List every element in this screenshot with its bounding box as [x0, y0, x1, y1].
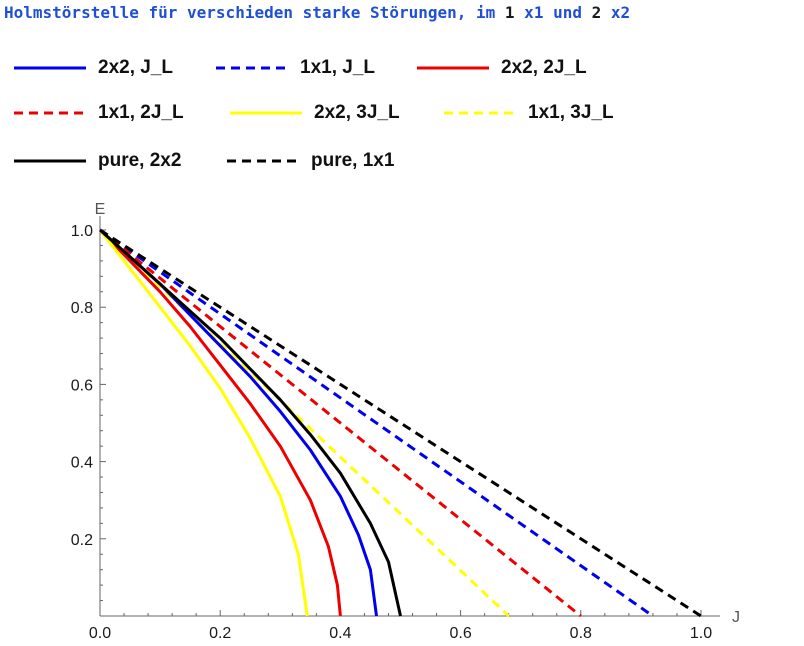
x-tick-label: 0.8 [570, 625, 592, 642]
series-line-2x2-2j-l [98, 228, 342, 617]
legend-item: pure, 2x2 [12, 149, 222, 173]
legend-label: pure, 1x1 [311, 150, 395, 171]
title-im: im [466, 3, 505, 22]
legend-swatch [14, 66, 86, 70]
x-tick-label: 0.6 [449, 625, 471, 642]
series-line-1x1-3j-l [98, 228, 510, 618]
legend-item: 2x2, 2J_L [415, 56, 625, 80]
legend-swatch [230, 111, 302, 115]
title-n2: 2 [591, 3, 602, 22]
legend-label: 1x1, J_L [300, 57, 375, 78]
chart-title: Holmstörstelle für verschieden starke St… [4, 3, 630, 22]
x-axis-label: J [732, 609, 740, 626]
legend-swatch [216, 66, 288, 70]
legend-label: 2x2, 2J_L [501, 57, 587, 78]
series-line-2x2-j-l [98, 228, 378, 617]
legend-item: 2x2, J_L [12, 56, 222, 80]
title-x2: x2 [601, 3, 631, 22]
axes: 0.0 0.2 0.4 0.6 0.8 1.0 0.2 0.4 0.6 0.8 1.0 J E [71, 201, 740, 642]
legend-label: 2x2, 3J_L [314, 102, 400, 123]
legend-swatch [227, 159, 299, 163]
legend-swatch [14, 111, 86, 115]
y-tick-label: 0.8 [71, 300, 93, 317]
y-tick-label: 0.4 [71, 455, 93, 472]
legend-swatch [417, 66, 489, 70]
legend-label: 2x2, J_L [98, 57, 173, 78]
series-line-pure-1x1 [99, 228, 702, 618]
series-line-1x1-2j-l [99, 228, 582, 618]
y-tick-label: 0.6 [71, 377, 93, 394]
y-tick-label: 0.2 [71, 532, 93, 549]
legend-label: 1x1, 2J_L [98, 102, 184, 123]
legend-label: pure, 2x2 [98, 150, 182, 171]
series-line-1x1-j-l [99, 228, 654, 618]
series-line-2x2-3j-l [98, 229, 309, 617]
series-line-pure-2x2 [98, 228, 402, 617]
x-tick-label: 0.2 [209, 625, 231, 642]
title-main: Holmstörstelle für verschieden starke St… [4, 3, 467, 22]
legend-item: 2x2, 3J_L [228, 101, 438, 125]
legend-item: 1x1, 3J_L [442, 101, 652, 125]
legend-swatch [444, 111, 516, 115]
legend-label: 1x1, 3J_L [528, 102, 614, 123]
title-n1: 1 [504, 3, 515, 22]
x-tick-label: 0.0 [89, 625, 111, 642]
legend-item: 1x1, 2J_L [12, 101, 222, 125]
x-tick-label: 1.0 [690, 625, 712, 642]
y-tick-label: 1.0 [71, 223, 93, 240]
legend-swatch [14, 159, 86, 163]
chart-plot: 0.0 0.2 0.4 0.6 0.8 1.0 0.2 0.4 0.6 0.8 1.0 J E [71, 201, 740, 642]
legend-item: 1x1, J_L [214, 56, 424, 80]
series-layer [98, 228, 702, 618]
legend-item: pure, 1x1 [225, 149, 435, 173]
x-tick-label: 0.4 [329, 625, 351, 642]
y-axis-label: E [95, 201, 106, 218]
chart-legend: 2x2, J_L 1x1, J_L 2x2, 2J_L 1x1, 2J_L 2x2, 3… [0, 0, 804, 190]
title-x1: x1 und [514, 3, 592, 22]
